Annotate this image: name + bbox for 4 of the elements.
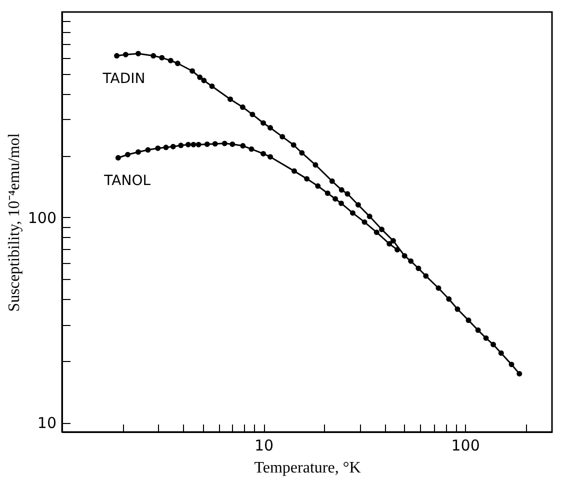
x-axis-title: Temperature, °K bbox=[254, 460, 362, 476]
y-axis-title: Susceptibility, 10⁻⁴emu/mol bbox=[6, 132, 23, 312]
series-label: TANOL bbox=[103, 172, 151, 189]
series-label: TADIN bbox=[102, 70, 146, 87]
